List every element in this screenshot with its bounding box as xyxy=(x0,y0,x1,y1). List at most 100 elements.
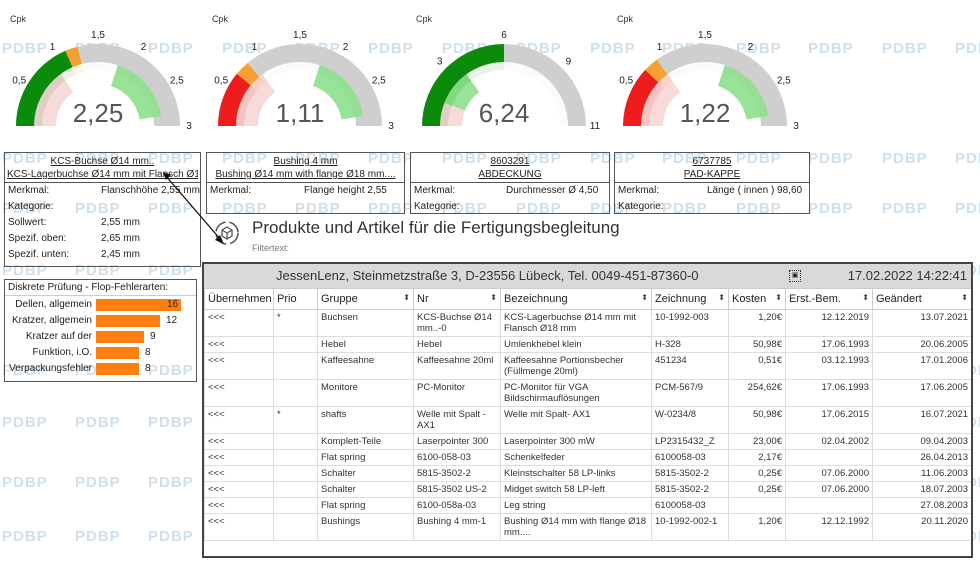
card-subtitle-link[interactable]: PAD-KAPPE xyxy=(683,169,741,180)
sort-icon[interactable]: ⬍ xyxy=(961,293,968,302)
table-cell: 17.06.1993 xyxy=(785,379,873,407)
table-row[interactable]: <<< Komplett-Teile Laserpointer 300 Laserpo… xyxy=(204,433,971,450)
table-cell: 20.11.2020 xyxy=(872,513,971,541)
table-cell xyxy=(273,433,318,450)
table-cell xyxy=(273,449,318,466)
table-row[interactable]: <<< Schalter 5815-3502 US-2 Midget switch 5… xyxy=(204,481,971,498)
row-key: Spezif. oben: xyxy=(8,233,67,244)
gauge-inner-arc xyxy=(717,65,769,120)
table-cell: PC-Monitor xyxy=(413,379,501,407)
gauge-arc-segment xyxy=(247,43,382,126)
row-key: Kategorie: xyxy=(618,201,664,212)
card-title-link[interactable]: 6737785 xyxy=(692,156,732,167)
sort-icon[interactable]: ⬍ xyxy=(775,293,782,302)
sort-icon[interactable]: ⬍ xyxy=(403,293,410,302)
table-row[interactable]: <<< * Buchsen KCS-Buchse Ø14 mm..-0 KCS-Lage… xyxy=(204,309,971,337)
take-over-cell[interactable]: <<< xyxy=(204,465,274,482)
column-header[interactable]: Geändert ⬍ xyxy=(872,288,971,310)
sort-icon[interactable]: ⬍ xyxy=(718,293,725,302)
gauge-arc-segment xyxy=(218,73,257,126)
table-cell: 13.07.2021 xyxy=(872,309,971,337)
take-over-cell[interactable]: <<< xyxy=(204,336,274,353)
table-row[interactable]: <<< Bushings Bushing 4 mm-1 Bushing Ø14 mm … xyxy=(204,513,971,541)
take-over-cell[interactable]: <<< xyxy=(204,513,274,541)
table-cell: 18.07.2003 xyxy=(872,481,971,498)
table-cell: shafts xyxy=(317,406,414,434)
table-cell: Bushing Ø14 mm with flange Ø18 mm.... xyxy=(500,513,652,541)
bar-row[interactable]: Dellen, allgemein 16 xyxy=(5,298,196,312)
take-over-cell[interactable]: <<< xyxy=(204,433,274,450)
card-title-link[interactable]: Bushing 4 mm xyxy=(273,156,338,167)
card-title-link[interactable]: 8603291 xyxy=(490,156,530,167)
column-header[interactable]: Gruppe ⬍ xyxy=(317,288,414,310)
column-header[interactable]: Kosten ⬍ xyxy=(728,288,786,310)
table-row[interactable]: <<< * shafts Welle mit Spalt - AX1 Welle mit… xyxy=(204,406,971,434)
bar-row[interactable]: Funktion, i.O. 8 xyxy=(5,346,196,360)
feature-card-1[interactable]: KCS-Buchse Ø14 mm.. KCS-Lagerbuchse Ø14 … xyxy=(4,152,201,267)
take-over-cell[interactable]: <<< xyxy=(204,379,274,407)
gauge-value: 6,24 xyxy=(479,98,530,128)
gauge-tick-label: 2 xyxy=(343,42,349,53)
column-header-label: Kosten xyxy=(732,293,767,305)
column-header[interactable]: Nr ⬍ xyxy=(413,288,501,310)
cpk-gauge-3: Cpk 0369116,24 xyxy=(416,14,601,132)
bar-row[interactable]: Verpackungsfehler 8 xyxy=(5,362,196,376)
feature-card-3[interactable]: 8603291 ABDECKUNG Merkmal: Durchmesser Ø … xyxy=(410,152,610,214)
column-header[interactable]: Erst.-Bem. ⬍ xyxy=(785,288,873,310)
column-header-label: Erst.-Bem. xyxy=(789,293,841,305)
table-row[interactable]: <<< Schalter 5815-3502-2 Kleinstschalter 58… xyxy=(204,465,971,482)
table-row[interactable]: <<< Kaffeesahne Kaffeesahne 20ml Kaffeesahn… xyxy=(204,352,971,380)
table-cell: 12.12.1992 xyxy=(785,513,873,541)
feature-card-4[interactable]: 6737785 PAD-KAPPE Merkmal: Länge ( innen … xyxy=(614,152,810,214)
sort-icon[interactable]: ⬍ xyxy=(641,293,648,302)
take-over-cell[interactable]: <<< xyxy=(204,497,274,514)
row-key: Merkmal: xyxy=(618,185,660,196)
table-cell xyxy=(273,336,318,353)
feature-card-2[interactable]: Bushing 4 mm Bushing Ø14 mm with flange … xyxy=(206,152,405,214)
table-cell: 17.01.2006 xyxy=(872,352,971,380)
bar-row[interactable]: Kratzer auf der 9 xyxy=(5,330,196,344)
table-row[interactable]: <<< Flat spring 6100-058-03 Schenkelfeder 61… xyxy=(204,449,971,466)
table-body: <<< * Buchsen KCS-Buchse Ø14 mm..-0 KCS-Lage… xyxy=(204,309,971,541)
table-cell: 03.12.1993 xyxy=(785,352,873,380)
card-title-link[interactable]: KCS-Buchse Ø14 mm.. xyxy=(50,156,155,167)
gauge-inner-arc xyxy=(440,102,465,126)
watermark-text: PDBP xyxy=(75,414,121,431)
qr-icon[interactable]: ▣ xyxy=(789,270,801,282)
row-value: Flanschhöhe 2,55 mm xyxy=(101,185,200,196)
take-over-cell[interactable]: <<< xyxy=(204,449,274,466)
take-over-cell[interactable]: <<< xyxy=(204,309,274,337)
card-subtitle-link[interactable]: KCS-Lagerbuchse Ø14 mm mit Flansch Ø18 xyxy=(7,169,198,180)
gauge-tick-label: 3 xyxy=(793,121,799,132)
table-row[interactable]: <<< Hebel Hebel Umlenkhebel klein H-328 50,98… xyxy=(204,336,971,353)
take-over-cell[interactable]: <<< xyxy=(204,352,274,380)
gauge-tick-label: 2,5 xyxy=(170,76,184,87)
bar-label: Dellen, allgemein xyxy=(15,299,92,310)
table-cell: 0,25€ xyxy=(728,465,786,482)
table-cell: 07.06.2000 xyxy=(785,465,873,482)
column-header[interactable]: Bezeichnung ⬍ xyxy=(500,288,652,310)
column-header[interactable]: Übernehmen xyxy=(204,288,274,310)
row-value: Länge ( innen ) 98,60 xyxy=(707,185,803,196)
card-subtitle-link[interactable]: ABDECKUNG xyxy=(478,169,542,180)
take-over-cell[interactable]: <<< xyxy=(204,481,274,498)
card-header: Bushing 4 mm Bushing Ø14 mm with flange … xyxy=(207,153,404,183)
watermark-text: PDBP xyxy=(955,200,980,217)
table-cell: 254,62€ xyxy=(728,379,786,407)
bar-row[interactable]: Kratzer, allgemein 12 xyxy=(5,314,196,328)
column-header[interactable]: Zeichnung ⬍ xyxy=(651,288,729,310)
table-row[interactable]: <<< Flat spring 6100-058a-03 Leg string 6100… xyxy=(204,497,971,514)
column-header[interactable]: Prio xyxy=(273,288,318,310)
table-cell: Welle mit Spalt - AX1 xyxy=(413,406,501,434)
sort-icon[interactable]: ⬍ xyxy=(862,293,869,302)
sort-icon[interactable]: ⬍ xyxy=(490,293,497,302)
gauge-label: Cpk xyxy=(416,14,433,24)
cpk-gauge-2: Cpk 00,511,522,531,11 xyxy=(212,14,397,132)
take-over-cell[interactable]: <<< xyxy=(204,406,274,434)
table-row[interactable]: <<< Monitore PC-Monitor PC-Monitor für VGA … xyxy=(204,379,971,407)
table-cell: Flat spring xyxy=(317,497,414,514)
table-cell: 17.06.2015 xyxy=(785,406,873,434)
row-key: Kategorie: xyxy=(8,201,54,212)
table-cell: 2,17€ xyxy=(728,449,786,466)
card-subtitle-link[interactable]: Bushing Ø14 mm with flange Ø18 mm.... xyxy=(215,169,396,180)
